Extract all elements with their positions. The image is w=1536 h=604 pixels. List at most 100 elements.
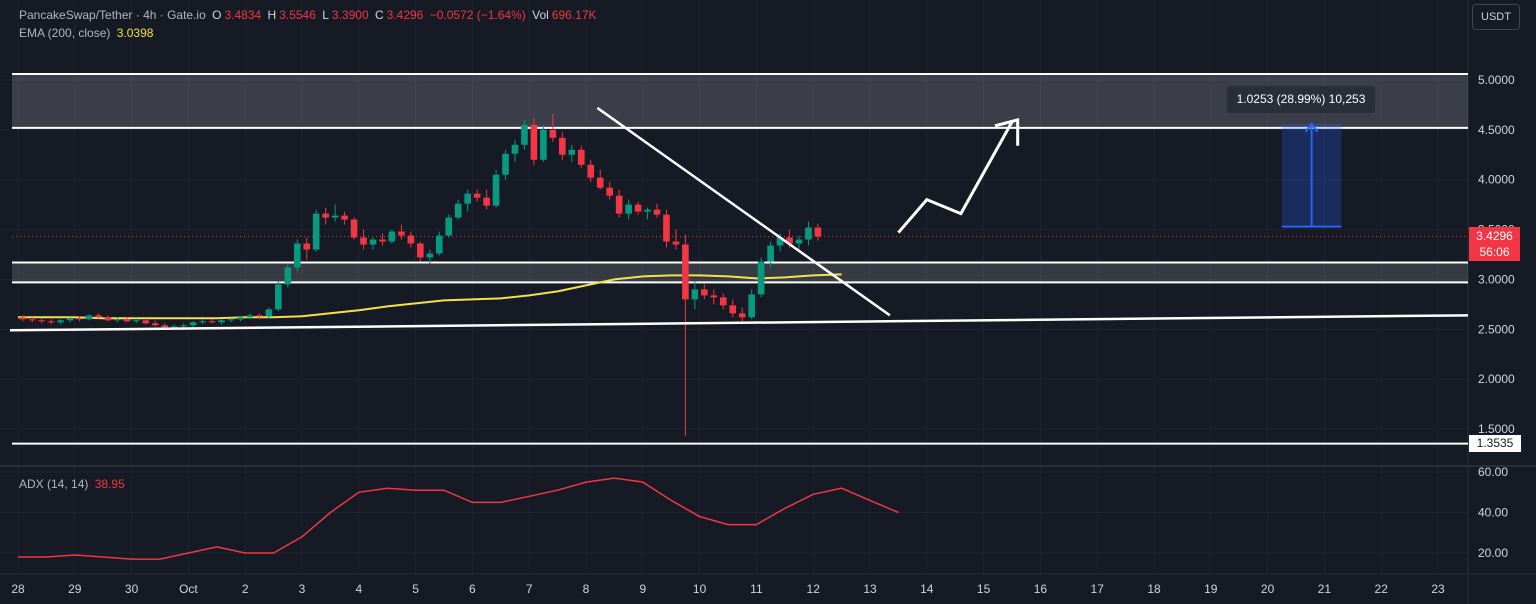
adx-tick-label: 20.00 — [1478, 546, 1508, 560]
adx-indicator — [18, 477, 899, 560]
price-tick-label: 2.0000 — [1478, 372, 1515, 386]
candle-body — [682, 244, 689, 300]
candle-body — [256, 315, 263, 317]
high-value: 3.5546 — [279, 8, 316, 22]
candle-body — [435, 235, 443, 254]
time-tick-label: 18 — [1147, 582, 1161, 596]
candle-body — [596, 177, 604, 188]
time-tick-label: 14 — [920, 582, 934, 596]
open-value: 3.4834 — [224, 8, 262, 22]
candle-body — [634, 204, 642, 212]
adx-legend: ADX (14, 14) 38.95 — [19, 477, 128, 491]
time-tick-label: 13 — [863, 582, 877, 596]
candle-body — [577, 149, 585, 165]
time-tick-label: 15 — [977, 582, 991, 596]
price-tick-label: 4.0000 — [1478, 173, 1515, 187]
candle-body — [66, 318, 74, 321]
time-tick-label: 28 — [11, 582, 25, 596]
time-tick-label: 11 — [750, 582, 763, 596]
currency-button[interactable]: USDT — [1472, 4, 1520, 30]
candle-body — [123, 319, 131, 322]
price-range-arrowhead — [1304, 122, 1319, 133]
candle-body — [407, 235, 415, 244]
price-tick-label: 2.5000 — [1478, 322, 1515, 336]
candle-body — [757, 261, 765, 295]
close-value: 3.4296 — [386, 8, 424, 22]
candle-body — [379, 239, 386, 242]
rising-trendline — [9, 314, 1469, 332]
candle-body — [559, 137, 566, 155]
candle-body — [227, 319, 235, 321]
volume-key: Vol — [532, 8, 549, 22]
adx-value: 38.95 — [94, 477, 125, 491]
candle-body — [284, 267, 292, 285]
candlesticks — [19, 113, 822, 436]
adx-tick-label: 60.00 — [1478, 465, 1508, 479]
ema-legend: EMA (200, close) 3.0398 — [19, 26, 156, 40]
candle-body — [189, 322, 197, 326]
support-zone — [12, 262, 1468, 283]
candle-body — [218, 320, 225, 323]
symbol-legend: PancakeSwap/Tether · 4h · Gate.io O 3.483… — [19, 8, 600, 22]
time-tick-label: 10 — [693, 582, 707, 596]
candle-body — [388, 231, 396, 242]
volume-value: 696.17K — [551, 8, 597, 22]
candle-body — [246, 315, 254, 318]
low-key: L — [322, 8, 329, 22]
time-tick-label: 9 — [639, 582, 646, 596]
time-tick-label: 2 — [242, 582, 249, 596]
candle-body — [417, 243, 424, 258]
ema-line — [18, 273, 842, 320]
time-tick-label: 3 — [299, 582, 306, 596]
candle-body — [672, 241, 680, 245]
time-tick-label: 12 — [807, 582, 821, 596]
candle-body — [606, 187, 613, 196]
candle-body — [85, 315, 93, 320]
candle-body — [133, 320, 140, 322]
low-value: 3.3900 — [331, 8, 369, 22]
candle-body — [710, 295, 718, 298]
time-tick-label: Oct — [179, 582, 198, 596]
ema-value: 3.0398 — [116, 26, 154, 40]
candle-body — [322, 213, 329, 218]
open-key: O — [212, 8, 222, 22]
candle-body — [748, 294, 755, 318]
time-tick-label: 22 — [1375, 582, 1389, 596]
candle-body — [170, 326, 178, 328]
candle-body — [142, 320, 150, 324]
change-value: −0.0572 (−1.64%) — [429, 8, 526, 22]
price-tick-label: 1.5000 — [1478, 422, 1515, 436]
time-tick-label: 8 — [583, 582, 590, 596]
candle-body — [454, 203, 462, 218]
candle-body — [369, 239, 377, 245]
candle-body — [492, 174, 500, 206]
time-tick-label: 17 — [1091, 582, 1105, 596]
candle-body — [95, 315, 102, 318]
candle-body — [199, 321, 206, 323]
time-tick-label: 16 — [1034, 582, 1048, 596]
candle-body — [483, 197, 490, 206]
symbol-title: PancakeSwap/Tether · 4h · Gate.io — [19, 8, 206, 22]
candle-body — [265, 309, 273, 317]
candle-body — [776, 237, 784, 246]
last-price: 3.4296 — [1476, 229, 1513, 243]
candle-body — [473, 193, 481, 198]
candle-body — [805, 227, 812, 240]
candle-body — [398, 231, 405, 236]
candle-body — [795, 239, 803, 244]
time-tick-label: 29 — [68, 582, 82, 596]
candle-body — [293, 243, 301, 268]
candle-body — [644, 209, 651, 212]
candle-body — [104, 317, 112, 321]
candle-body — [180, 325, 187, 327]
candle-body — [47, 321, 55, 323]
candle-body — [19, 317, 27, 320]
price-tick-label: 3.0000 — [1478, 272, 1515, 286]
close-key: C — [374, 8, 384, 22]
candle-body — [208, 321, 216, 323]
time-tick-label: 23 — [1431, 582, 1445, 596]
time-tick-label: 6 — [469, 582, 476, 596]
horizontal-zones — [12, 73, 1468, 445]
candle-body — [767, 245, 774, 262]
